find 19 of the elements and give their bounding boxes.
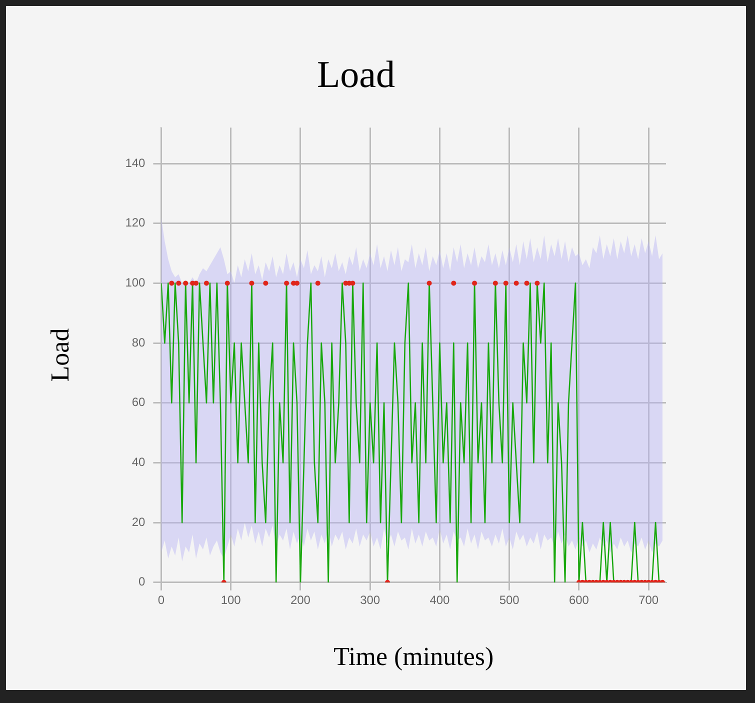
- x-tick-label: 500: [499, 592, 520, 607]
- x-tick-label: 200: [290, 592, 311, 607]
- y-tick-label: 40: [132, 455, 146, 470]
- y-tick-label: 140: [125, 156, 146, 170]
- y-axis-title: Load: [45, 328, 74, 382]
- y-tick-label: 20: [132, 514, 146, 529]
- x-tick-label: 300: [360, 592, 380, 607]
- x-tick-label: 600: [568, 592, 590, 607]
- y-tick-label: 100: [125, 276, 146, 290]
- x-tick-label: 700: [638, 592, 659, 607]
- x-tick-label: 0: [158, 592, 165, 607]
- x-tick-label: 100: [220, 592, 242, 607]
- x-axis-title: Time (minutes): [334, 642, 494, 672]
- y-tick-label: 60: [132, 395, 146, 410]
- x-tick-label: 400: [430, 592, 450, 607]
- y-tick-label: 0: [138, 574, 146, 589]
- y-tick-label: 80: [132, 335, 146, 350]
- chart-title: Load: [316, 54, 396, 96]
- y-tick-label: 120: [125, 216, 146, 230]
